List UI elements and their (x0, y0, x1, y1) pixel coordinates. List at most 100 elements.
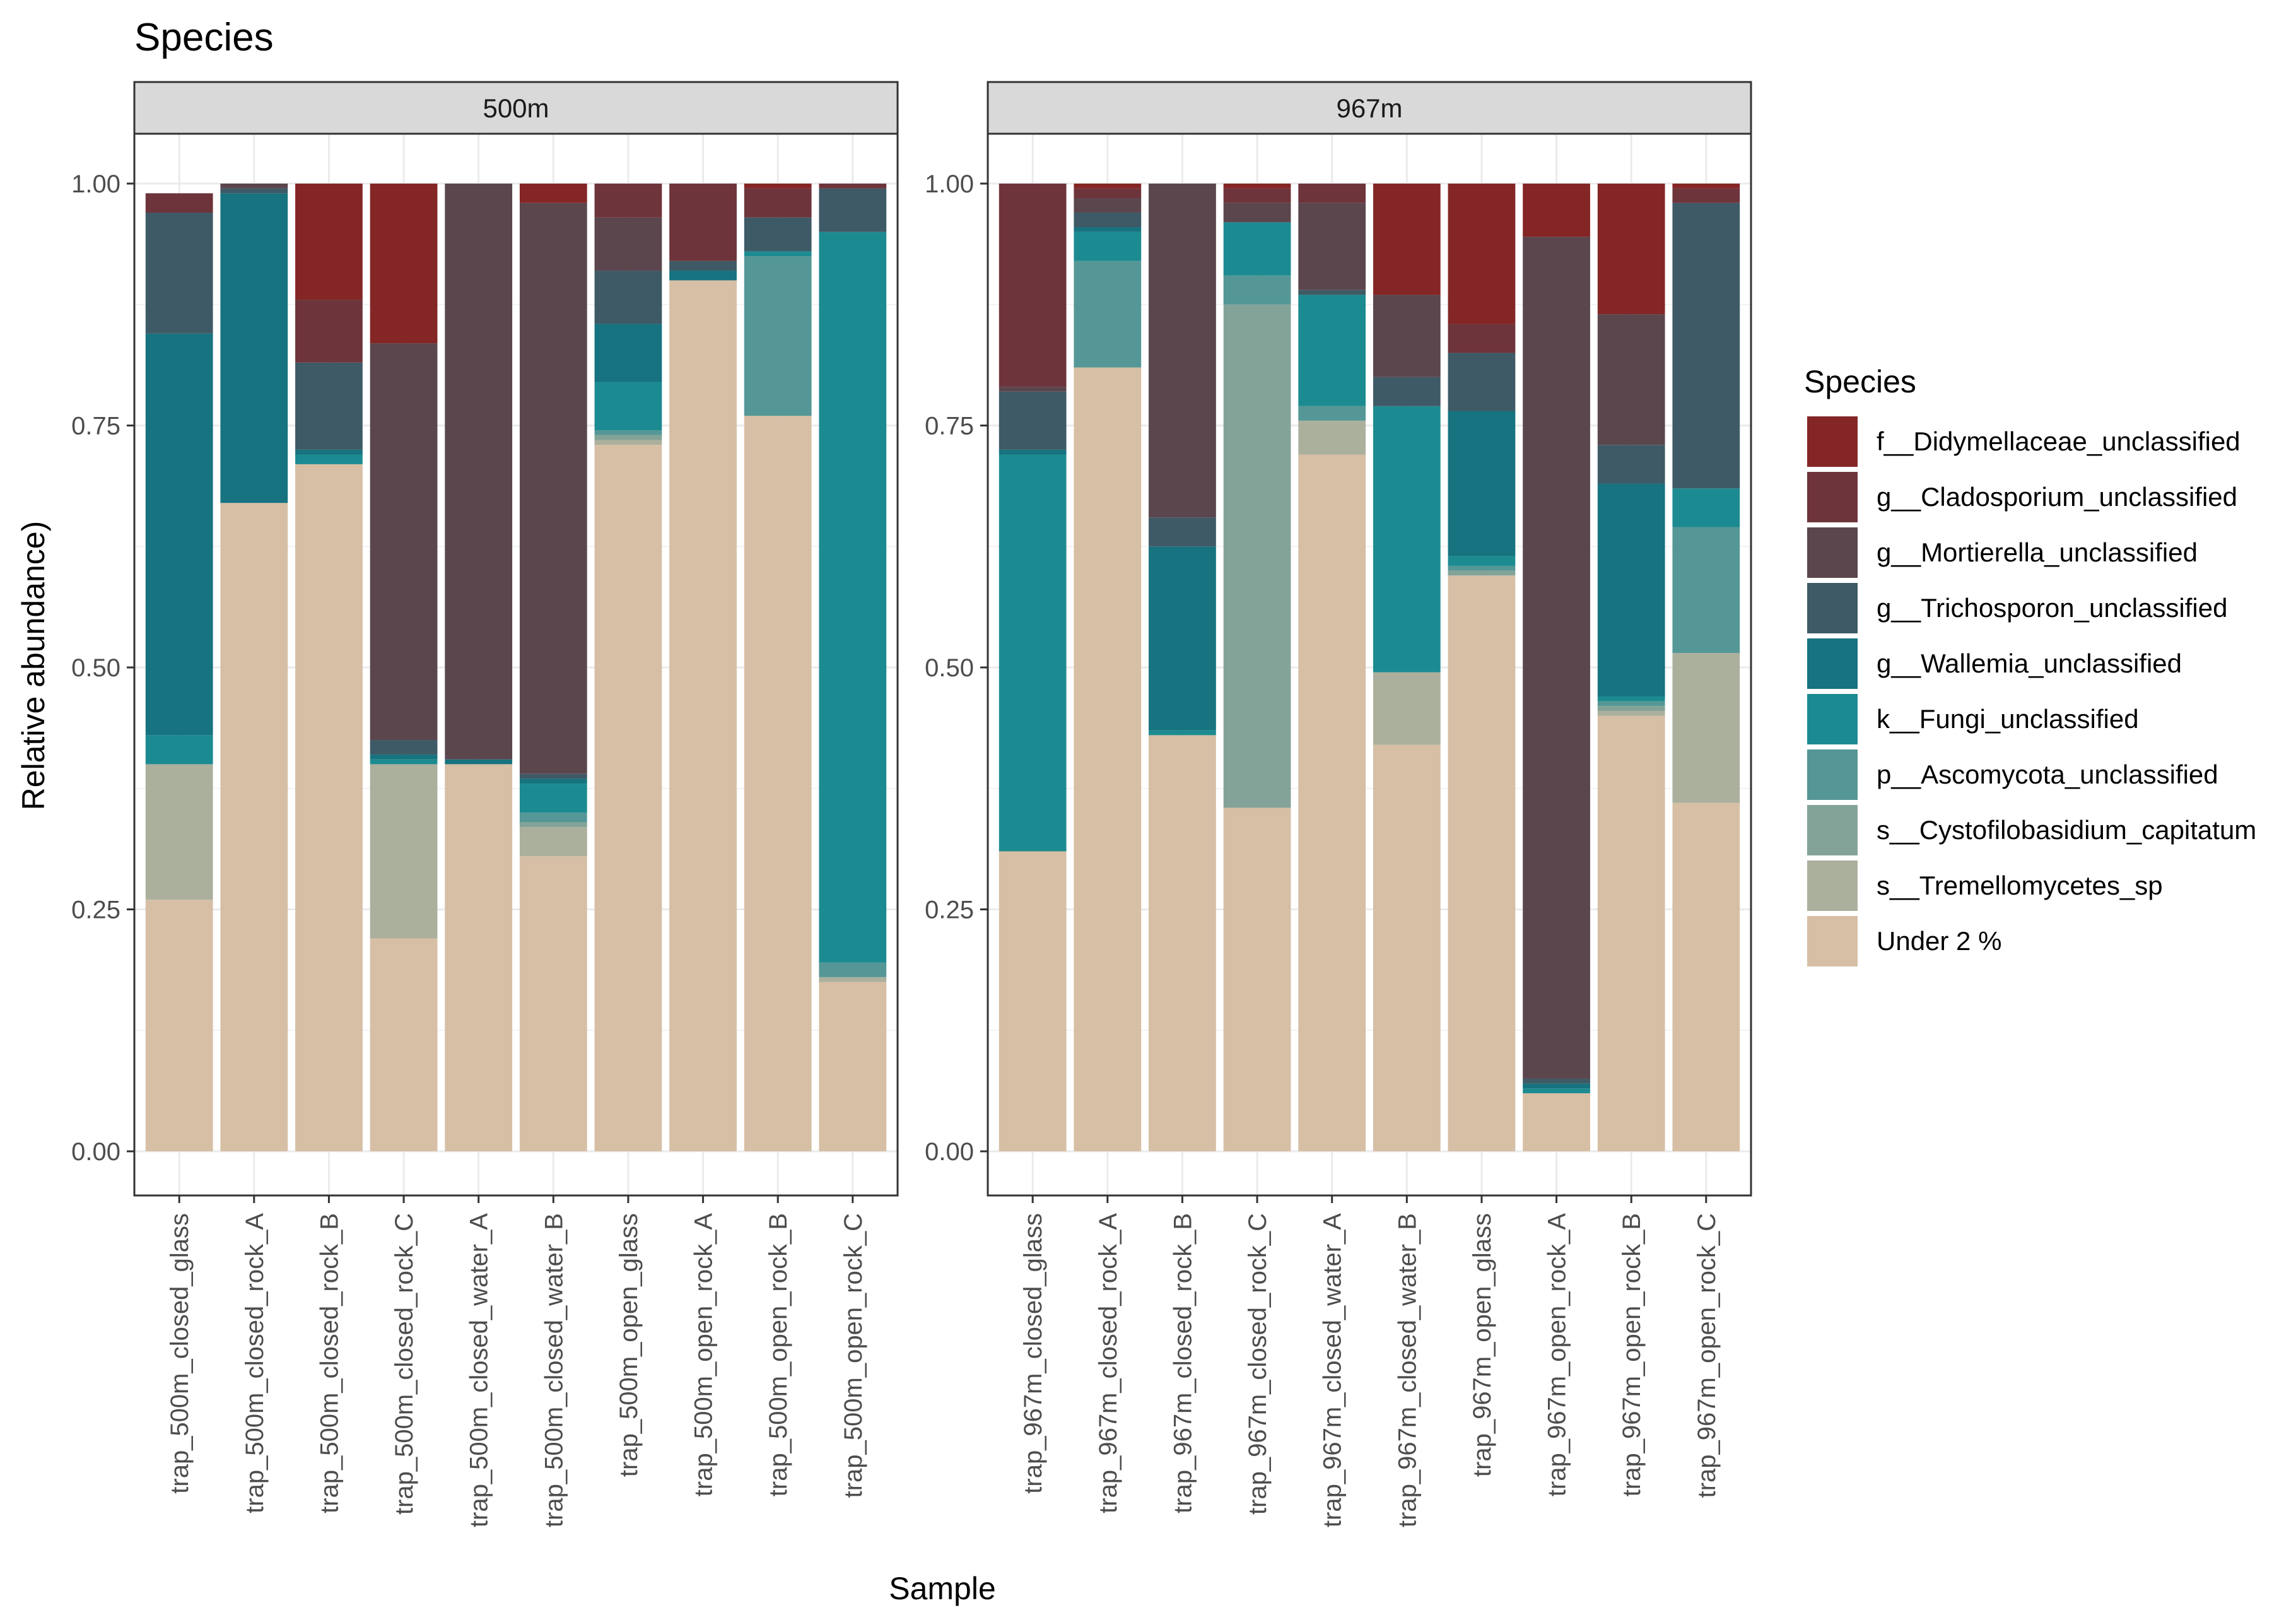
bar-segment-g__Cladosporium_unclassified (1074, 188, 1142, 199)
bar-segment-s__Cystofilobasidium_capitatum (594, 435, 662, 440)
bar-segment-k__Fungi_unclassified (999, 454, 1067, 852)
bar-segment-g__Wallemia_unclassified (445, 759, 513, 765)
x-tick-label: trap_500m_open_rock_B (764, 1213, 792, 1496)
bar-segment-k__Fungi_unclassified (295, 454, 363, 464)
bar-segment-g__Mortierella_unclassified (1074, 198, 1142, 213)
bar-segment-g__Mortierella_unclassified (519, 203, 587, 774)
legend-label: Under 2 % (1877, 926, 2001, 956)
bar-segment-Under 2 % (1597, 715, 1665, 1151)
bar-segment-g__Cladosporium_unclassified (594, 184, 662, 218)
legend-label: p__Ascomycota_unclassified (1877, 760, 2218, 789)
bar-segment-g__Mortierella_unclassified (594, 217, 662, 271)
bar-trap_500m_closed_rock_C (370, 184, 438, 1151)
bar-trap_500m_open_rock_A (669, 184, 737, 1151)
legend-key (1807, 694, 1858, 744)
bar-segment-Under 2 % (1672, 802, 1740, 1151)
x-tick-label: trap_500m_closed_rock_C (390, 1213, 418, 1515)
x-tick-label: trap_967m_open_rock_C (1693, 1213, 1721, 1498)
bar-segment-k__Fungi_unclassified (819, 232, 887, 963)
legend-item: g__Cladosporium_unclassified (1807, 472, 2237, 522)
x-tick-label: trap_500m_closed_water_B (540, 1213, 568, 1527)
legend-key (1807, 860, 1858, 911)
bar-segment-s__Tremellomycetes_sp (1672, 652, 1740, 803)
bar-segment-s__Tremellomycetes_sp (1597, 711, 1665, 716)
legend-key (1807, 472, 1858, 522)
bar-segment-Under 2 % (999, 851, 1067, 1151)
legend-label: g__Wallemia_unclassified (1877, 649, 2182, 678)
bar-trap_967m_closed_rock_A (1074, 184, 1142, 1152)
bar-segment-p__Ascomycota_unclassified (1672, 527, 1740, 653)
bar-segment-g__Trichosporon_unclassified (1149, 517, 1216, 547)
facet-strip-label: 967m (1336, 93, 1402, 123)
bar-segment-g__Cladosporium_unclassified (819, 184, 887, 189)
bar-segment-p__Ascomycota_unclassified (1074, 261, 1142, 368)
bar-segment-g__Trichosporon_unclassified (145, 213, 213, 334)
y-axis-title: Relative abundance) (16, 521, 51, 811)
legend-key (1807, 749, 1858, 800)
bar-segment-g__Trichosporon_unclassified (819, 188, 887, 232)
bar-segment-g__Trichosporon_unclassified (519, 773, 587, 779)
bar-segment-k__Fungi_unclassified (1373, 406, 1441, 672)
bar-segment-f__Didymellaceae_unclassified (1223, 184, 1291, 189)
bar-segment-g__Trichosporon_unclassified (1672, 203, 1740, 489)
x-tick-label: trap_967m_open_rock_A (1543, 1213, 1571, 1497)
bar-segment-g__Trichosporon_unclassified (1597, 445, 1665, 484)
legend-key (1807, 916, 1858, 966)
bar-trap_967m_open_glass (1448, 184, 1516, 1151)
bar-segment-g__Mortierella_unclassified (220, 184, 288, 189)
bar-segment-s__Cystofilobasidium_capitatum (1448, 570, 1516, 576)
x-tick-label: trap_967m_closed_glass (1019, 1213, 1047, 1494)
bar-segment-k__Fungi_unclassified (1074, 232, 1142, 261)
bar-segment-f__Didymellaceae_unclassified (519, 184, 587, 203)
bar-segment-g__Cladosporium_unclassified (744, 188, 812, 218)
bar-trap_967m_closed_glass (999, 184, 1067, 1151)
bar-segment-g__Trichosporon_unclassified (999, 391, 1067, 450)
bar-trap_967m_open_rock_A (1523, 184, 1590, 1151)
x-tick-label: trap_967m_open_rock_B (1618, 1213, 1646, 1496)
legend-item: g__Trichosporon_unclassified (1807, 583, 2227, 633)
bar-segment-g__Cladosporium_unclassified (145, 193, 213, 213)
bar-segment-f__Didymellaceae_unclassified (1448, 184, 1516, 324)
legend-key (1807, 416, 1858, 467)
legend-label: k__Fungi_unclassified (1877, 704, 2139, 734)
bar-segment-Under 2 % (594, 445, 662, 1152)
bar-segment-k__Fungi_unclassified (519, 784, 587, 813)
bar-segment-g__Mortierella_unclassified (1223, 203, 1291, 223)
bar-segment-g__Wallemia_unclassified (1149, 546, 1216, 731)
bar-segment-s__Tremellomycetes_sp (594, 440, 662, 445)
bar-trap_967m_closed_water_B (1373, 184, 1441, 1151)
bar-segment-g__Cladosporium_unclassified (669, 184, 737, 261)
legend: Species f__Didymellaceae_unclassified g__… (1804, 364, 2256, 966)
bar-segment-Under 2 % (1149, 735, 1216, 1151)
legend-item: k__Fungi_unclassified (1807, 694, 2139, 744)
bar-segment-k__Fungi_unclassified (1223, 222, 1291, 276)
bar-trap_500m_open_rock_B (744, 184, 812, 1152)
x-tick-label: trap_500m_closed_rock_A (241, 1213, 269, 1513)
y-tick-label: 0.50 (925, 654, 974, 682)
bar-segment-p__Ascomycota_unclassified (1223, 275, 1291, 305)
x-tick-label: trap_500m_open_rock_C (840, 1213, 867, 1498)
legend-item: g__Wallemia_unclassified (1807, 638, 2182, 689)
legend-item: Under 2 % (1807, 916, 2001, 966)
facet-panel-500m: 500m 0.00 0.25 0.50 0.75 1.00 trap_500m_closed… (71, 81, 899, 1527)
bar-segment-Under 2 % (370, 938, 438, 1151)
bar-segment-g__Mortierella_unclassified (370, 343, 438, 741)
bar-segment-p__Ascomycota_unclassified (1298, 406, 1366, 421)
bar-trap_500m_closed_rock_A (220, 184, 288, 1151)
bar-segment-s__Tremellomycetes_sp (519, 827, 587, 857)
bar-segment-k__Fungi_unclassified (744, 251, 812, 257)
x-axis-title: Sample (889, 1571, 996, 1606)
legend-label: g__Cladosporium_unclassified (1877, 482, 2237, 512)
bar-trap_500m_closed_glass (145, 193, 213, 1151)
x-tick-label: trap_967m_closed_water_A (1319, 1213, 1347, 1527)
bar-segment-g__Cladosporium_unclassified (1223, 188, 1291, 203)
bar-segment-p__Ascomycota_unclassified (1597, 701, 1665, 707)
legend-item: f__Didymellaceae_unclassified (1807, 416, 2240, 467)
bar-segment-g__Wallemia_unclassified (220, 193, 288, 503)
bar-segment-g__Wallemia_unclassified (669, 271, 737, 281)
bar-segment-g__Trichosporon_unclassified (370, 740, 438, 755)
bar-segment-Under 2 % (1373, 744, 1441, 1151)
facet-panel-967m: 967m 0.00 0.25 0.50 0.75 1.00 trap_967m_closed… (925, 81, 1752, 1527)
bar-segment-g__Trichosporon_unclassified (1523, 1078, 1590, 1084)
y-tick-label: 0.25 (925, 896, 974, 924)
